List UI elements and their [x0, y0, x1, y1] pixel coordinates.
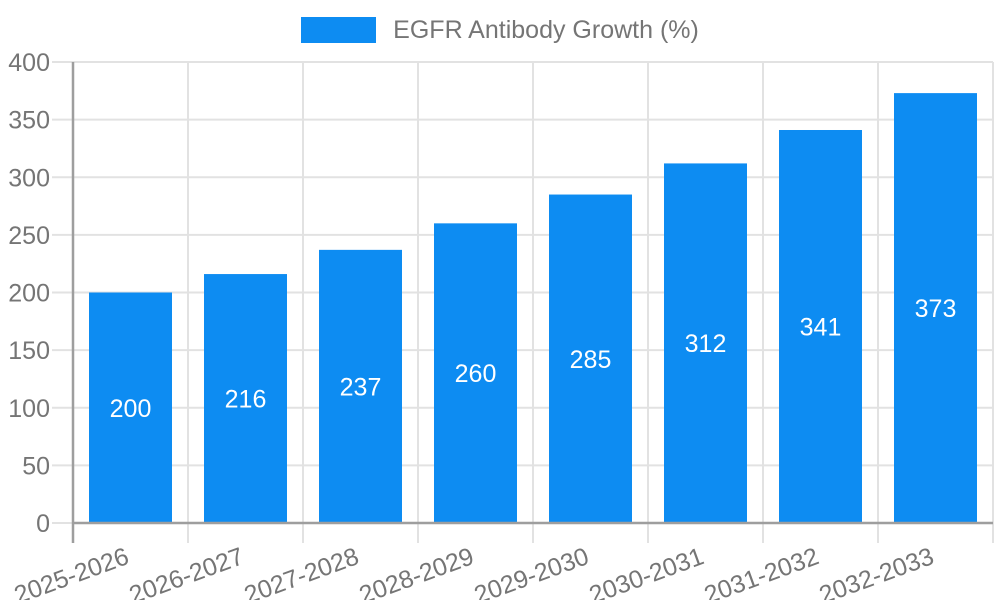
x-tick-label: 2031-2032	[701, 542, 823, 600]
bar-value-label: 200	[110, 395, 152, 423]
bar-value-label: 285	[570, 346, 612, 374]
bar-value-label: 216	[225, 386, 267, 414]
y-tick-label: 250	[8, 222, 50, 250]
x-tick-label: 2029-2030	[471, 542, 593, 600]
bar[interactable]	[434, 223, 517, 523]
chart-legend[interactable]: EGFR Antibody Growth (%)	[0, 17, 1000, 43]
bar-value-label: 341	[800, 313, 842, 341]
bar[interactable]	[549, 194, 632, 523]
bar[interactable]	[204, 274, 287, 523]
bar[interactable]	[664, 163, 747, 524]
x-tick-label: 2025-2026	[11, 542, 133, 600]
x-tick-label: 2032-2033	[816, 542, 938, 600]
x-tick-label: 2030-2031	[586, 542, 708, 600]
y-tick-label: 300	[8, 164, 50, 192]
x-tick-label: 2027-2028	[241, 542, 363, 600]
bar-value-label: 237	[340, 373, 382, 401]
y-tick-label: 0	[36, 510, 50, 538]
bar[interactable]	[779, 129, 862, 523]
bar[interactable]	[89, 292, 172, 524]
y-tick-label: 400	[8, 49, 50, 77]
y-tick-label: 350	[8, 107, 50, 135]
y-tick-label: 150	[8, 337, 50, 365]
bar-value-label: 373	[915, 295, 957, 323]
legend-label: EGFR Antibody Growth (%)	[393, 16, 699, 44]
x-tick-label: 2028-2029	[356, 542, 478, 600]
bar[interactable]	[319, 249, 402, 524]
y-tick-label: 50	[22, 452, 50, 480]
bar-value-label: 312	[685, 330, 727, 358]
y-tick-label: 100	[8, 395, 50, 423]
bar[interactable]	[894, 93, 977, 524]
x-tick-label: 2026-2027	[126, 542, 248, 600]
bar-value-label: 260	[455, 360, 497, 388]
legend-swatch	[301, 17, 377, 43]
y-tick-label: 200	[8, 280, 50, 308]
